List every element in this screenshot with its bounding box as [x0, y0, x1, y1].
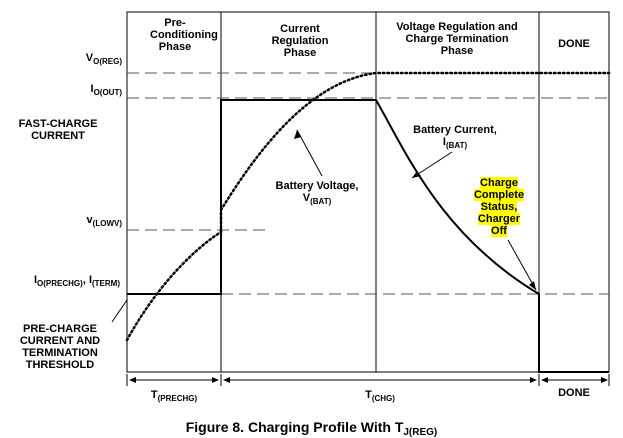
- io-prechg-sep: ,: [82, 274, 89, 286]
- battery-voltage-main: V: [302, 192, 311, 204]
- label-pre-charge: PRE-CHARGE CURRENT AND TERMINATION THRES…: [10, 323, 110, 371]
- voltage-arrowhead: [294, 130, 301, 139]
- io-prechg-main1: I: [33, 274, 38, 286]
- io-out-main: I: [90, 83, 94, 95]
- annotation-battery-voltage: Battery Voltage, V(BAT): [262, 180, 372, 208]
- voltage-pointer-arrow: [296, 129, 323, 177]
- v-lowv-sub: (LOWV): [92, 219, 122, 228]
- figure-caption: Figure 8. Charging Profile With TJ(REG): [0, 419, 623, 438]
- battery-current-curve: [127, 99, 609, 373]
- label-v-lowv: v(LOWV): [30, 214, 122, 230]
- time-label-prechg: T(PRECHG): [127, 389, 221, 405]
- t-prechg-arrowhead-left: [129, 377, 136, 383]
- phase-header-voltage-regulation: Voltage Regulation and Charge Terminatio…: [382, 21, 532, 57]
- v-lowv-main: v: [86, 214, 93, 226]
- charge-complete-line-2: Complete: [473, 189, 525, 201]
- label-io-prechg: IO(PRECHG), I(TERM): [0, 274, 120, 290]
- caption-text: Figure 8. Charging Profile With T: [185, 419, 404, 435]
- phase-pre-line-3: Phase: [158, 41, 192, 53]
- charge-complete-line-5: Off: [491, 225, 507, 237]
- charge-complete-line-4: Charger: [477, 213, 521, 225]
- battery-current-line-2: I(BAT): [400, 136, 510, 152]
- t-chg-arrowhead-left: [223, 377, 230, 383]
- vo-reg-sub: O(REG): [93, 57, 122, 66]
- pre-charge-line-4: THRESHOLD: [25, 359, 95, 371]
- battery-current-sub: (BAT): [445, 141, 468, 150]
- charge-complete-line-1: Charge: [480, 177, 518, 189]
- io-prechg-main2: I: [88, 274, 92, 286]
- t-chg-arrowhead-right: [530, 377, 537, 383]
- io-prechg-sub2: (TERM): [92, 279, 120, 288]
- battery-voltage-sub: (BAT): [310, 197, 332, 206]
- battery-voltage-curve: [125, 71, 611, 342]
- t-prechg-main: T: [150, 389, 158, 401]
- phase-volt-line-2: Charge Termination: [405, 33, 509, 45]
- plot-frame: [126, 11, 610, 373]
- time-label-chg: T(CHG): [320, 389, 440, 405]
- complete-pointer-arrow: [507, 239, 537, 291]
- pre-charge-line-1: PRE-CHARGE: [23, 323, 97, 335]
- time-label-done: DONE: [558, 387, 590, 399]
- io-out-sub: O(OUT): [93, 88, 122, 97]
- pre-charge-pointer: [111, 299, 128, 323]
- charge-complete-line-3: Status,: [480, 201, 518, 213]
- current-arrowhead: [412, 171, 421, 178]
- pre-charge-line-2: CURRENT AND: [19, 335, 101, 347]
- done-arrowhead-left: [541, 377, 548, 383]
- annotation-battery-current: Battery Current, I(BAT): [400, 124, 510, 152]
- phase-pre-line-2: Conditioning: [150, 29, 218, 41]
- phase-volt-line-3: Phase: [440, 45, 474, 57]
- label-fast-charge: FAST-CHARGE CURRENT: [10, 118, 106, 142]
- caption-sub: J(REG): [403, 427, 438, 438]
- phase-cur-line-1: Current: [280, 23, 320, 35]
- phase-header-done: DONE: [558, 38, 590, 50]
- battery-current-line-1: Battery Current,: [413, 124, 497, 136]
- done-arrowhead-right: [601, 377, 608, 383]
- t-chg-main: T: [365, 389, 372, 401]
- annotation-charge-complete: Charge Complete Status, Charger Off: [467, 177, 531, 237]
- phase-cur-line-2: Regulation: [271, 35, 329, 47]
- pre-charge-line-3: TERMINATION: [22, 347, 98, 359]
- phase-pre-line-1: Pre-: [164, 17, 186, 29]
- battery-voltage-line-2: V(BAT): [262, 192, 372, 208]
- label-io-out: IO(OUT): [40, 83, 123, 99]
- t-prechg-sub: (PRECHG): [157, 394, 198, 403]
- t-prechg-arrowhead-right: [212, 377, 219, 383]
- io-prechg-sub1: O(PRECHG): [37, 279, 83, 288]
- fast-charge-line-1: FAST-CHARGE: [18, 118, 98, 130]
- vo-reg-main: V: [85, 52, 94, 64]
- battery-voltage-line-1: Battery Voltage,: [275, 180, 359, 192]
- phase-cur-line-3: Phase: [283, 47, 317, 59]
- fast-charge-line-2: CURRENT: [31, 130, 85, 142]
- phase-volt-line-1: Voltage Regulation and: [396, 21, 518, 33]
- label-vo-reg: VO(REG): [40, 52, 122, 68]
- phase-header-current-regulation: Current Regulation Phase: [260, 23, 340, 59]
- battery-current-main: I: [442, 136, 446, 148]
- complete-arrowhead: [529, 281, 536, 290]
- t-chg-sub: (CHG): [371, 394, 395, 403]
- phase-header-pre-conditioning: Pre- Conditioning Phase: [150, 17, 218, 53]
